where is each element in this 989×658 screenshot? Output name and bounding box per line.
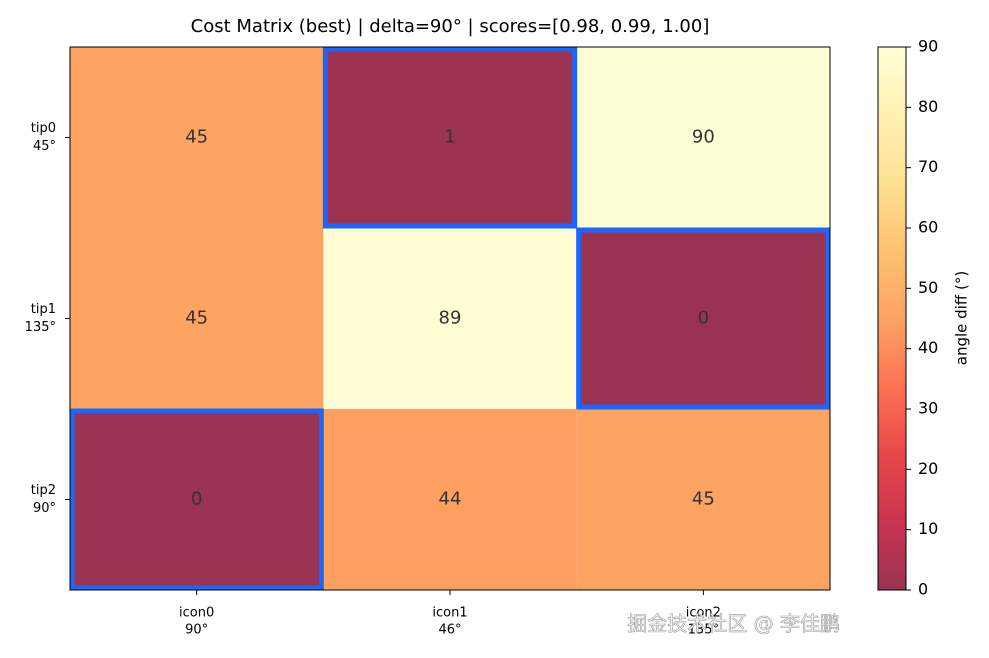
colorbar-tick-label: 90 (918, 37, 938, 56)
colorbar-tick-label: 60 (918, 218, 938, 237)
x-tick-label: icon2 (686, 606, 721, 621)
cell-label: 44 (439, 489, 462, 510)
heatmap-cell (576, 409, 830, 590)
colorbar (877, 46, 907, 591)
colorbar-tick-label: 40 (918, 338, 938, 357)
y-tick-label: tip1 (31, 302, 56, 317)
heatmap-cell (323, 47, 577, 228)
heatmap-cell (70, 228, 324, 409)
cell-label: 90 (692, 127, 715, 148)
heatmap-cell (323, 228, 577, 409)
colorbar-tick-label: 0 (918, 580, 928, 599)
heatmap-cell (323, 409, 577, 590)
colorbar-label: angle diff (°) (953, 271, 971, 365)
cell-label: 89 (439, 308, 462, 329)
cell-label: 0 (698, 308, 709, 329)
colorbar-tick-label: 80 (918, 97, 938, 116)
watermark: 掘金技术社区 @ 李佳鹏 (627, 612, 840, 636)
cell-label: 1 (444, 127, 455, 148)
y-tick-label: 45° (33, 139, 56, 154)
x-tick-label: icon0 (179, 606, 214, 621)
chart-title: Cost Matrix (best) | delta=90° | scores=… (191, 16, 710, 37)
x-tick-label: 90° (185, 623, 208, 638)
x-tick-label: icon1 (432, 606, 467, 621)
y-tick-label: tip0 (31, 121, 56, 136)
cell-label: 45 (185, 308, 208, 329)
heatmap-cell (576, 228, 830, 409)
x-tick-label: 135° (688, 623, 719, 638)
cell-label: 45 (185, 127, 208, 148)
y-tick-label: tip2 (31, 483, 56, 498)
heatmap-cell (576, 47, 830, 228)
highlight-box (69, 408, 324, 591)
colorbar-tick-label: 70 (918, 157, 938, 176)
highlight-box (576, 227, 831, 410)
colorbar-tick-label: 30 (918, 399, 938, 418)
highlight-box (322, 46, 578, 229)
cell-label: 45 (692, 489, 715, 510)
y-tick-label: 135° (25, 320, 56, 335)
colorbar-tick-label: 20 (918, 459, 938, 478)
cell-label: 0 (191, 489, 202, 510)
colorbar-tick-label: 10 (918, 519, 938, 538)
colorbar-tick-label: 50 (918, 278, 938, 297)
heatmap-cell (70, 409, 324, 590)
heatmap-cell (70, 47, 324, 228)
x-tick-label: 46° (438, 623, 461, 638)
y-tick-label: 90° (33, 501, 56, 516)
